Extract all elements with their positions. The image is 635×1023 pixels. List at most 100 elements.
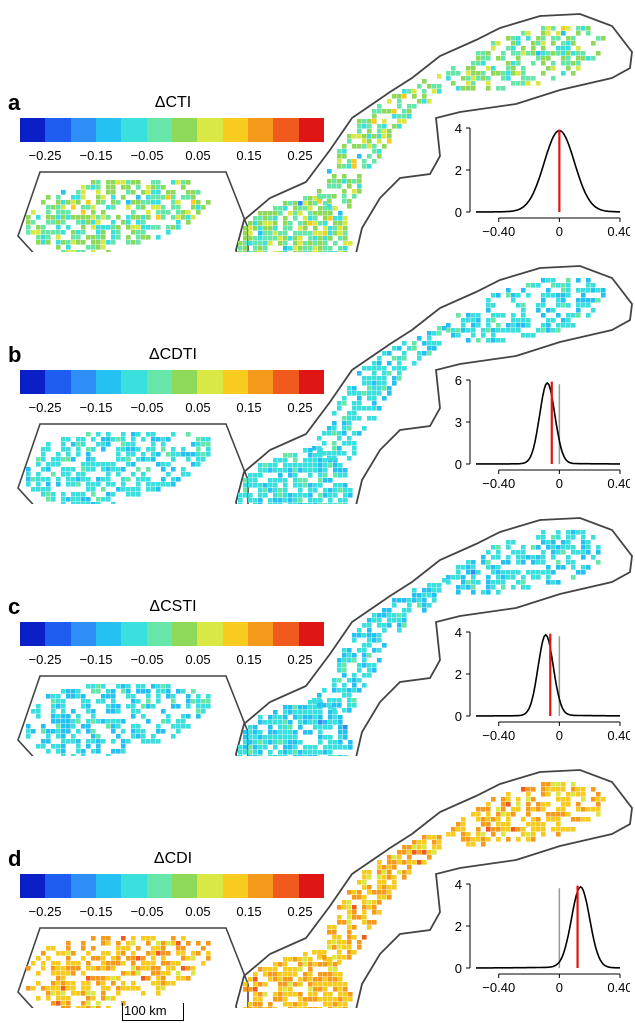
grid-cell	[392, 598, 397, 603]
grid-cell	[61, 437, 66, 442]
grid-cell	[328, 750, 333, 755]
grid-cell	[243, 231, 248, 236]
panel-label: d	[8, 846, 22, 871]
grid-cell	[268, 715, 273, 720]
grid-cell	[347, 688, 352, 693]
grid-cell	[288, 1007, 293, 1008]
grid-cell	[576, 26, 581, 31]
grid-cell	[31, 986, 36, 991]
grid-cell	[86, 961, 91, 966]
grid-cell	[146, 215, 151, 220]
grid-cell	[66, 225, 71, 230]
grid-cell	[298, 720, 303, 725]
grid-cell	[551, 76, 556, 81]
grid-cell	[101, 225, 106, 230]
grid-cell	[313, 720, 318, 725]
grid-cell	[338, 468, 343, 473]
grid-cell	[586, 313, 591, 318]
grid-cell	[362, 915, 367, 920]
grid-cell	[151, 442, 156, 447]
grid-cell	[551, 580, 556, 585]
colorbar	[20, 622, 324, 646]
grid-cell	[86, 966, 91, 971]
grid-cell	[166, 961, 171, 966]
grid-cell	[86, 744, 91, 749]
grid-cell	[131, 986, 136, 991]
grid-cell	[81, 986, 86, 991]
grid-cell	[121, 936, 126, 941]
grid-cell	[308, 503, 313, 504]
grid-cell	[576, 308, 581, 313]
grid-cell	[521, 71, 526, 76]
grid-cell	[61, 704, 66, 709]
grid-cell	[317, 194, 322, 199]
grid-cell	[273, 735, 278, 740]
grid-cell	[151, 447, 156, 452]
grid-cell	[541, 41, 546, 46]
colorbar-swatch	[95, 622, 122, 646]
grid-cell	[111, 966, 116, 971]
grid-cell	[116, 452, 121, 457]
grid-cell	[471, 323, 476, 328]
grid-cell	[412, 346, 417, 351]
grid-cell	[111, 205, 116, 210]
grid-cell	[456, 328, 461, 333]
grid-cell	[41, 744, 46, 749]
grid-cell	[81, 941, 86, 946]
grid-cell	[486, 318, 491, 323]
grid-cell	[328, 236, 333, 241]
grid-cell	[298, 241, 303, 246]
grid-cell	[131, 709, 136, 714]
grid-cell	[566, 812, 571, 817]
grid-cell	[258, 503, 263, 504]
grid-cell	[96, 225, 101, 230]
grid-cell	[31, 729, 36, 734]
grid-cell	[317, 451, 322, 456]
grid-cell	[76, 235, 81, 240]
grid-cell	[362, 673, 367, 678]
grid-cell	[146, 432, 151, 437]
grid-cell	[111, 240, 116, 245]
grid-cell	[121, 442, 126, 447]
grid-cell	[191, 966, 196, 971]
grid-cell	[156, 729, 161, 734]
grid-cell	[308, 755, 313, 756]
grid-cell	[347, 204, 352, 209]
grid-cell	[81, 205, 86, 210]
grid-cell	[551, 61, 556, 66]
grid-cell	[372, 406, 377, 411]
grid-cell	[342, 426, 347, 431]
grid-cell	[56, 477, 61, 482]
grid-cell	[268, 725, 273, 730]
grid-cell	[571, 782, 576, 787]
grid-cell	[333, 221, 338, 226]
grid-cell	[357, 431, 362, 436]
grid-cell	[298, 977, 303, 982]
grid-cell	[511, 51, 516, 56]
grid-cell	[352, 159, 357, 164]
grid-cell	[298, 725, 303, 730]
grid-cell	[362, 643, 367, 648]
grid-cell	[338, 236, 343, 241]
grid-cell	[362, 895, 367, 900]
grid-cell	[288, 463, 293, 468]
grid-cell	[308, 201, 313, 206]
grid-cell	[288, 226, 293, 231]
grid-cell	[126, 956, 131, 961]
grid-cell	[56, 230, 61, 235]
grid-cell	[372, 905, 377, 910]
grid-cell	[372, 890, 377, 895]
grid-cell	[516, 323, 521, 328]
grid-cell	[342, 955, 347, 960]
grid-cell	[111, 195, 116, 200]
grid-cell	[151, 951, 156, 956]
grid-cell	[471, 585, 476, 590]
density-plot: 024−0.40 0 0.40	[455, 121, 630, 239]
grid-cell	[71, 754, 76, 756]
grid-cell	[288, 730, 293, 735]
grid-cell	[136, 457, 141, 462]
grid-cell	[333, 745, 338, 750]
colorbar-tick-label: −0.15	[79, 904, 113, 919]
grid-cell	[581, 817, 586, 822]
grid-cell	[323, 720, 328, 725]
